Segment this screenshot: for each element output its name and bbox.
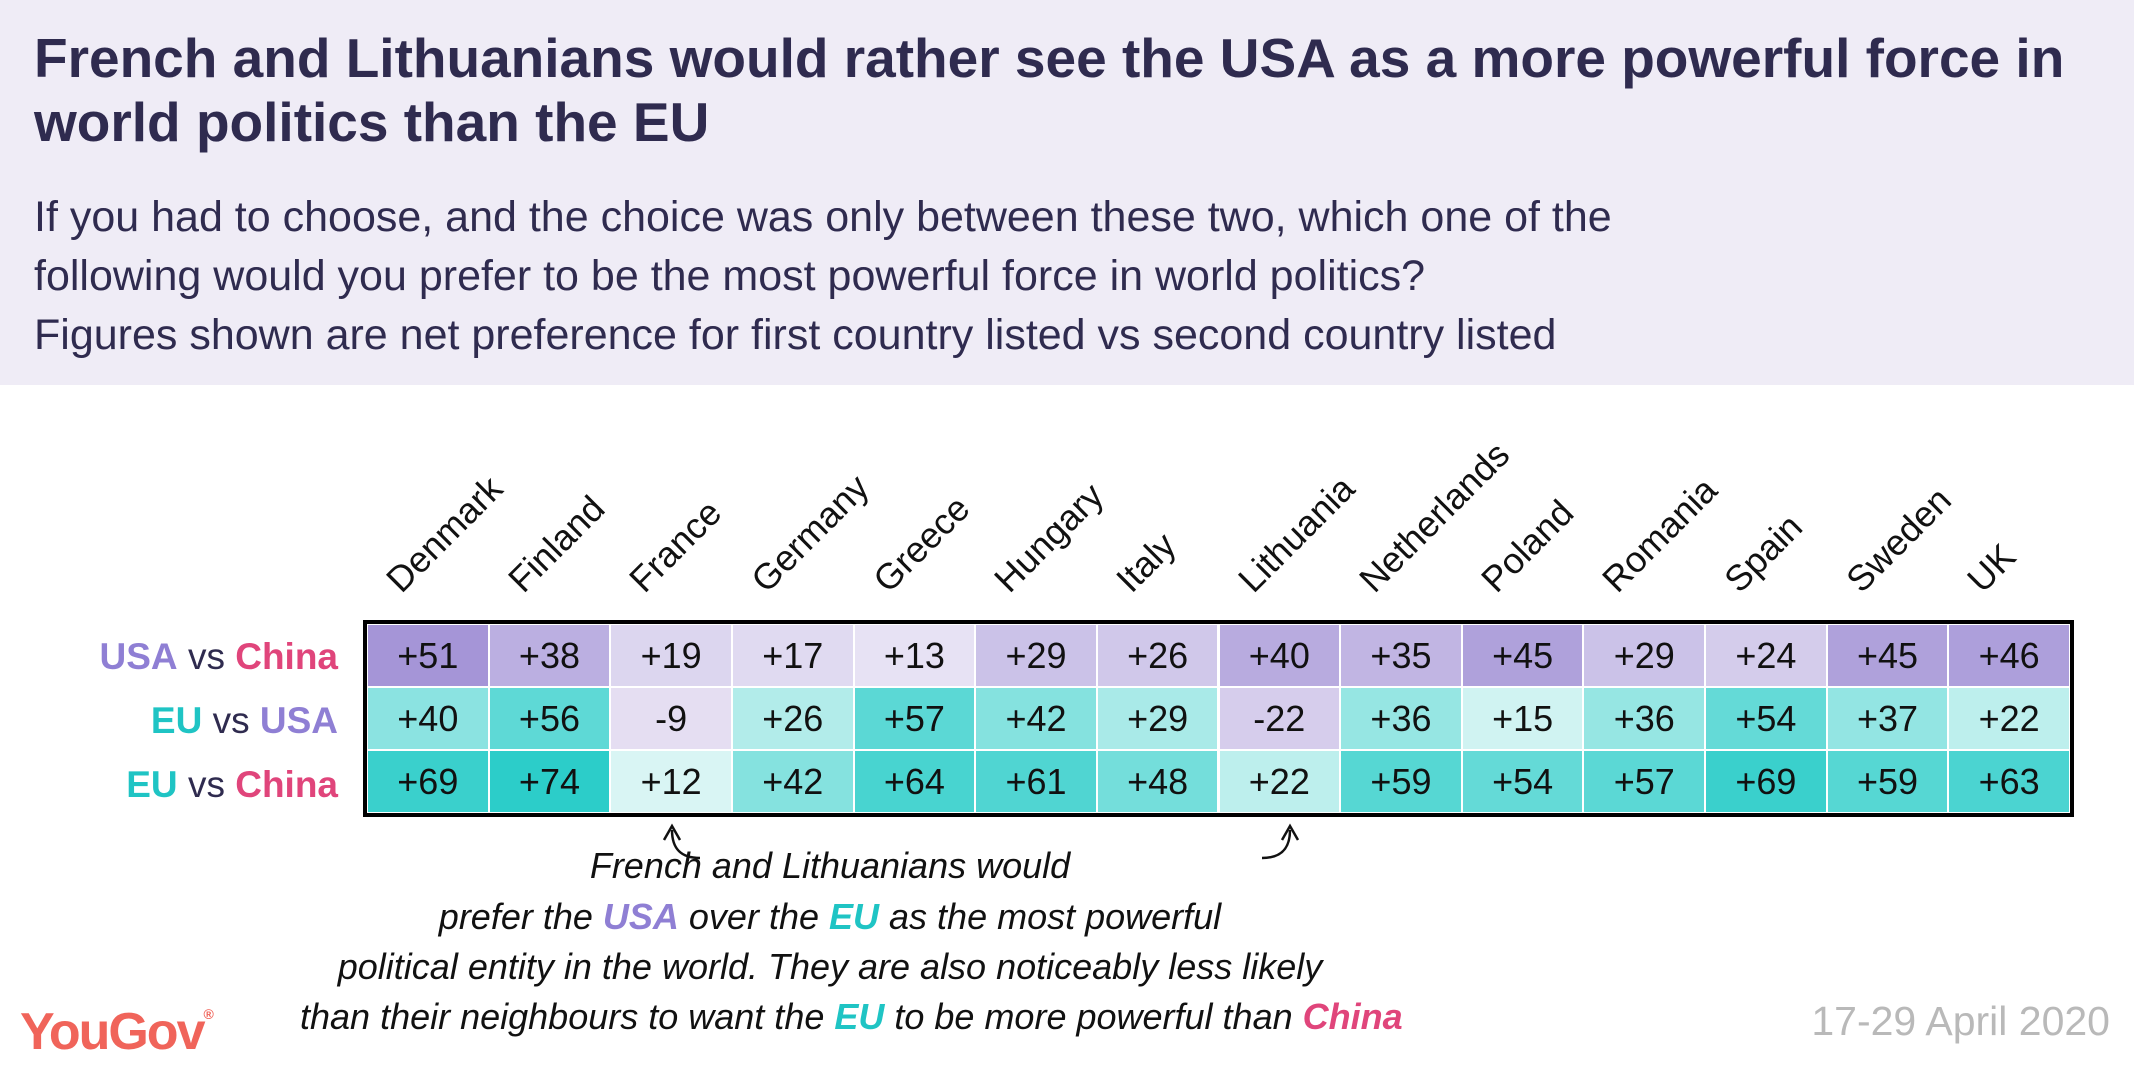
heatmap-cell: +22 xyxy=(1218,750,1341,813)
heatmap-cell: +63 xyxy=(1948,750,2070,813)
annotation-line: prefer the USA over the EU as the most p… xyxy=(438,896,1222,937)
heatmap-cell: +54 xyxy=(1461,750,1584,813)
heatmap-cell: +15 xyxy=(1461,687,1584,750)
subtitle-line: following would you prefer to be the mos… xyxy=(34,252,1426,300)
heatmap-cell: +35 xyxy=(1340,624,1462,687)
heatmap-cell: +51 xyxy=(367,624,489,687)
heatmap-cell: +38 xyxy=(488,624,611,687)
annotation-line: political entity in the world. They are … xyxy=(337,946,1323,987)
yougov-logo: YouGov® xyxy=(20,1003,214,1061)
heatmap-cell: +46 xyxy=(1948,624,2070,687)
heatmap-cell: +40 xyxy=(1218,624,1341,687)
heatmap-cell: +56 xyxy=(488,687,611,750)
row-label-eu-vs-china: EU vs China xyxy=(126,764,338,805)
heatmap-cell: +45 xyxy=(1826,624,1949,687)
heatmap-cell: +24 xyxy=(1705,624,1827,687)
arrowhead-france xyxy=(662,823,682,841)
heatmap-cell: +26 xyxy=(1096,624,1219,687)
heatmap-cell: +29 xyxy=(1583,624,1706,687)
arrow-to-lithuania xyxy=(1261,829,1292,860)
heatmap-cell: +22 xyxy=(1948,687,2070,750)
heatmap-cell: +29 xyxy=(1096,687,1219,750)
annotation-line: French and Lithuanians would xyxy=(589,845,1071,886)
row-label-usa-vs-china: USA vs China xyxy=(99,636,338,677)
heatmap-cell: +69 xyxy=(367,750,489,813)
heatmap-cell: +74 xyxy=(488,750,611,813)
heatmap-cell: +61 xyxy=(975,750,1097,813)
heatmap-cell: +13 xyxy=(853,624,976,687)
header-band: French and Lithuanians would rather see … xyxy=(0,0,2134,385)
heatmap-cell: +45 xyxy=(1461,624,1584,687)
subtitle-line: Figures shown are net preference for fir… xyxy=(34,311,1557,359)
heatmap-cell: +57 xyxy=(1583,750,1706,813)
heatmap-table: +51 +38 +19 +17 +13 +29 +26 +40 +35 +45 +29 +24 +45 +… xyxy=(363,620,2074,817)
arrow-to-france xyxy=(670,829,701,860)
heatmap-cell: +26 xyxy=(731,687,854,750)
heatmap-cell: -9 xyxy=(610,687,732,750)
annotation-line: than their neighbours to want the EU to … xyxy=(300,996,1403,1037)
heatmap-cell: +59 xyxy=(1826,750,1949,813)
heatmap-cell: +42 xyxy=(731,750,854,813)
chart-title: French and Lithuanians would rather see … xyxy=(34,27,2065,153)
arrowhead-lithuania xyxy=(1280,823,1300,841)
heatmap-cell: +48 xyxy=(1096,750,1219,813)
survey-date: 17-29 April 2020 xyxy=(1811,998,2110,1044)
heatmap-cell: +36 xyxy=(1583,687,1706,750)
heatmap-cell: +12 xyxy=(610,750,732,813)
heatmap-cell: +42 xyxy=(975,687,1097,750)
row-label-eu-vs-usa: EU vs USA xyxy=(150,700,338,741)
heatmap-cell: +19 xyxy=(610,624,732,687)
heatmap-cell: +37 xyxy=(1826,687,1949,750)
heatmap-cell: +64 xyxy=(853,750,976,813)
heatmap-cell: -22 xyxy=(1218,687,1341,750)
heatmap-cell: +17 xyxy=(731,624,854,687)
heatmap-cell: +29 xyxy=(975,624,1097,687)
heatmap-cell: +57 xyxy=(853,687,976,750)
heatmap-cell: +40 xyxy=(367,687,489,750)
heatmap-cell: +54 xyxy=(1705,687,1827,750)
subtitle-line: If you had to choose, and the choice was… xyxy=(34,193,1612,241)
heatmap-cell: +69 xyxy=(1705,750,1827,813)
chart-subtitle: If you had to choose, and the choice was… xyxy=(34,188,2114,365)
heatmap-cell: +36 xyxy=(1340,687,1462,750)
heatmap-cell: +59 xyxy=(1340,750,1462,813)
